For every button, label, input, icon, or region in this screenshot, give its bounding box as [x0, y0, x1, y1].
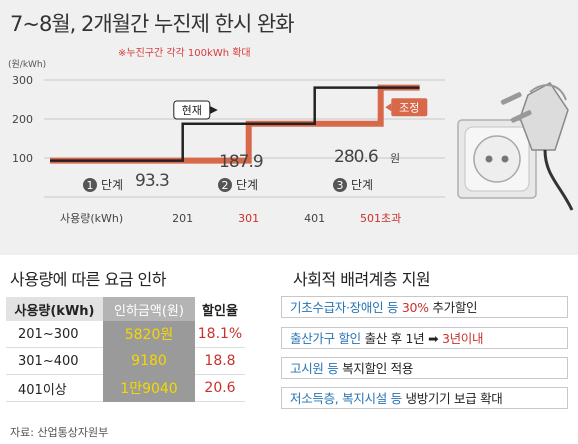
source-credit: 자료: 산업통상자원부 — [10, 426, 109, 439]
support-desc: 출산 후 1년 — [364, 331, 425, 346]
tier-unit: 원 — [390, 152, 400, 165]
tier-number: 3 — [337, 179, 344, 192]
amount-cell: 5820원 — [103, 321, 195, 348]
callout-current-label: 현재 — [182, 104, 202, 117]
callout-adjusted-box — [391, 98, 428, 117]
callout-pointer — [385, 103, 392, 112]
rates-title: 사용량에 따른 요금 인하 — [10, 270, 166, 289]
circled-number-icon — [333, 178, 347, 192]
y-tick-label: 200 — [12, 113, 33, 126]
support-item: 출산가구 할인 출산 후 1년 ➡ 3년이내 — [281, 327, 568, 349]
y-tick-label: 100 — [12, 152, 33, 165]
support-desc: 추가할인 — [432, 300, 478, 315]
support-item: 고시원 등 복지할인 적용 — [281, 357, 568, 379]
table-row: 401이상 1만9040 20.6 — [6, 374, 245, 402]
header-discount-amount: 인하금액(원) — [103, 297, 195, 321]
amount-cell: 9180 — [103, 347, 195, 375]
rate-cell: 18.1% — [195, 321, 245, 348]
support-extended-period: 3년이내 — [441, 331, 484, 346]
support-item: 기초수급자·장애인 등 30% 추가할인 — [281, 296, 568, 318]
support-target: 출산가구 할인 — [290, 331, 361, 346]
tier-label: 단계 — [351, 178, 373, 192]
x-tick-labels: 사용량(kWh) 201 301 401 501초과 — [60, 212, 401, 225]
series-callouts: 현재 조정 — [173, 98, 428, 120]
support-item: 저소득층, 복지시설 등 냉방기기 보급 확대 — [281, 387, 568, 409]
x-tick-label: 301 — [238, 212, 259, 225]
usage-cell: 201~300 — [6, 321, 103, 348]
x-tick-label: 401 — [304, 212, 325, 225]
amount-cell: 1만9040 — [103, 374, 195, 402]
tier-label: 단계 — [236, 178, 258, 192]
tier-label: 단계 — [101, 178, 123, 192]
socket-icon — [457, 119, 537, 199]
support-target: 저소득층, 복지시설 등 — [290, 391, 402, 406]
tier-value: 187.9 — [219, 152, 263, 172]
tier-value: 280.6 — [334, 147, 378, 167]
y-axis-unit: (원/kWh) — [8, 60, 47, 70]
table-row: 301~400 9180 18.8 — [6, 347, 245, 375]
support-target: 고시원 등 — [290, 361, 339, 376]
y-tick-labels: 300 200 100 — [12, 74, 33, 165]
tier-value: 93.3 — [135, 171, 169, 191]
x-axis-label: 사용량(kWh) — [60, 212, 123, 225]
tier-labels: 1 단계 93.3 2 단계 187.9 3 단계 280.6 원 — [83, 147, 400, 192]
arrow-right-icon: ➡ — [428, 331, 439, 346]
y-tick-label: 300 — [12, 74, 33, 87]
rates-table: 사용량(kWh) 인하금액(원) 할인율 201~300 5820원 18.1%… — [6, 297, 245, 402]
x-tick-label: 501초과 — [360, 212, 401, 225]
tier-number: 2 — [222, 179, 229, 192]
series-lines — [50, 84, 420, 164]
header-discount-rate: 할인율 — [195, 297, 245, 321]
circled-number-icon — [218, 178, 232, 192]
callout-pointer — [209, 106, 218, 115]
rates-header-row: 사용량(kWh) 인하금액(원) 할인율 — [6, 297, 245, 321]
header-usage: 사용량(kWh) — [6, 297, 103, 321]
series-line-current — [50, 86, 420, 162]
circled-number-icon — [83, 178, 97, 192]
tier-number: 1 — [87, 179, 94, 192]
support-target: 기초수급자·장애인 등 — [290, 300, 399, 315]
rate-cell: 20.6 — [195, 374, 245, 402]
table-row: 201~300 5820원 18.1% — [6, 321, 245, 348]
plug-icon — [500, 82, 574, 211]
support-desc: 냉방기기 보급 확대 — [405, 391, 503, 406]
headline: 7~8월, 2개월간 누진제 한시 완화 — [10, 12, 295, 36]
usage-cell: 401이상 — [6, 374, 103, 402]
callout-adjusted-label: 조정 — [399, 101, 419, 114]
support-percent: 30% — [401, 300, 429, 315]
support-desc: 복지할인 적용 — [342, 361, 414, 376]
chart-note: ※누진구간 각각 100kWh 확대 — [118, 48, 251, 59]
rate-cell: 18.8 — [195, 347, 245, 375]
x-tick-label: 201 — [172, 212, 193, 225]
usage-cell: 301~400 — [6, 347, 103, 375]
support-title: 사회적 배려계층 지원 — [293, 270, 431, 289]
